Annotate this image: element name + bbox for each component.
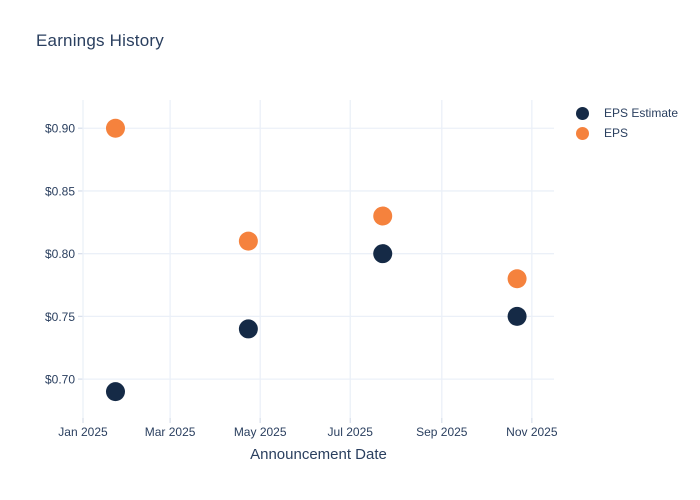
legend-label: EPS Estimate xyxy=(604,106,679,120)
y-tick-label: $0.90 xyxy=(45,122,75,136)
legend-marker-icon xyxy=(576,126,589,140)
y-tick-label: $0.85 xyxy=(45,184,75,198)
x-tick-label: Jan 2025 xyxy=(58,425,108,439)
point-eps-estimate-3[interactable] xyxy=(507,306,527,326)
x-tick-label: Jul 2025 xyxy=(328,425,374,439)
point-eps-2[interactable] xyxy=(373,206,393,226)
legend: EPS Estimate EPS xyxy=(576,103,678,143)
legend-item-eps-estimate[interactable]: EPS Estimate xyxy=(576,103,678,123)
legend-marker-icon xyxy=(576,106,589,120)
legend-label: EPS xyxy=(604,126,629,140)
point-eps-estimate-2[interactable] xyxy=(373,244,393,264)
x-tick-label: Mar 2025 xyxy=(145,425,196,439)
chart-title: Earnings History xyxy=(36,31,164,50)
y-tick-label: $0.75 xyxy=(45,310,75,324)
x-tick-label: Sep 2025 xyxy=(416,425,468,439)
y-tick-label: $0.70 xyxy=(45,373,75,387)
legend-item-eps[interactable]: EPS xyxy=(576,123,678,143)
point-eps-estimate-1[interactable] xyxy=(238,319,258,339)
point-eps-estimate-0[interactable] xyxy=(105,382,125,402)
point-eps-3[interactable] xyxy=(507,269,527,289)
point-eps-1[interactable] xyxy=(238,231,258,251)
x-axis-title: Announcement Date xyxy=(250,446,387,463)
x-tick-label: Nov 2025 xyxy=(506,425,558,439)
point-eps-0[interactable] xyxy=(105,118,125,138)
x-tick-label: May 2025 xyxy=(234,425,287,439)
y-tick-label: $0.80 xyxy=(45,247,75,261)
